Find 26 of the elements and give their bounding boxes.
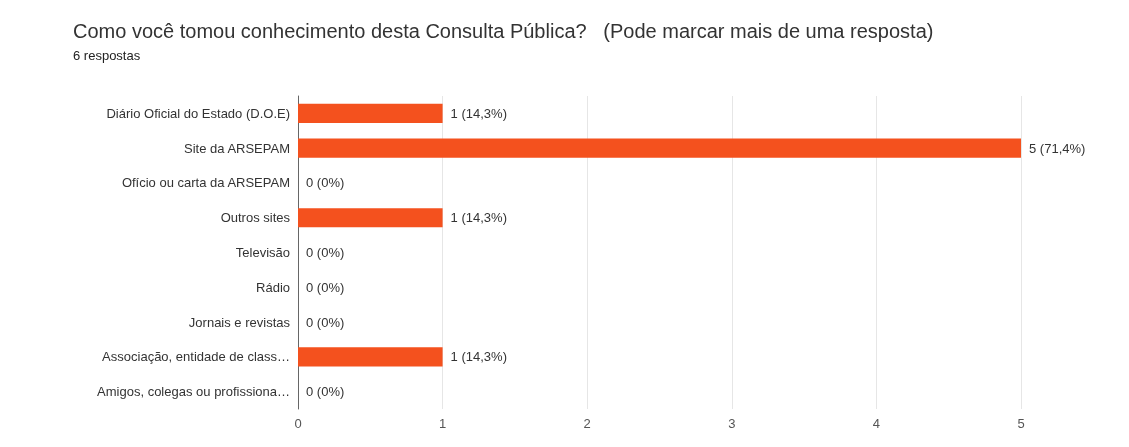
y-tick-label: Site da ARSEPAM <box>184 140 290 156</box>
y-tick-label: Diário Oficial do Estado (D.O.E) <box>106 105 290 121</box>
y-tick-label: Jornais e revistas <box>188 314 291 330</box>
data-label: 0 (0%) <box>306 314 345 330</box>
data-label: 0 (0%) <box>306 279 345 295</box>
x-tick-label: 0 <box>294 416 302 431</box>
x-tick-label: 4 <box>872 416 881 431</box>
data-label: 0 (0%) <box>306 175 345 191</box>
data-label: 5 (71,4%) <box>1029 140 1086 156</box>
x-tick-label: 2 <box>583 416 591 431</box>
data-label: 0 (0%) <box>306 245 345 260</box>
x-tick-label: 3 <box>728 416 736 431</box>
data-label: 1 (14,3%) <box>450 210 507 226</box>
data-label: 0 (0%) <box>306 384 345 400</box>
x-tick-label: 1 <box>438 416 447 431</box>
data-label: 1 (14,3%) <box>450 105 507 121</box>
y-tick-label: Ofício ou carta da ARSEPAM <box>121 175 290 191</box>
y-tick-label: Associação, entidade de class… <box>102 349 290 365</box>
y-tick-label: Televisão <box>235 245 290 260</box>
y-tick-label: Rádio <box>256 279 290 295</box>
chart-title: Como você tomou conhecimento desta Consulta Pública? (Pode marcar mais de uma resposta) <box>73 20 934 42</box>
x-tick-label: 5 <box>1017 416 1025 431</box>
y-tick-label: Outros sites <box>220 210 291 226</box>
y-tick-label: Amigos, colegas ou profissiona… <box>97 384 290 400</box>
data-label: 1 (14,3%) <box>450 349 507 365</box>
text: 6 respostas <box>73 48 141 63</box>
